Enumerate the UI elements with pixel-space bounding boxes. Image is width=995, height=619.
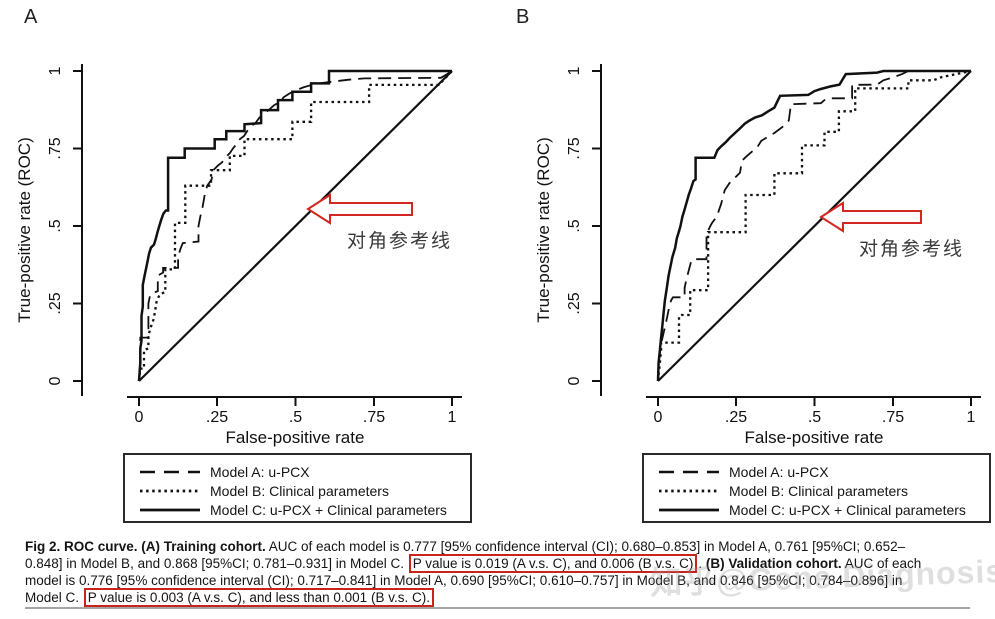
x-tick-100: 1 [967, 409, 976, 426]
y-axis-title: True-positive rate (ROC) [534, 137, 553, 322]
x-tick-25: .25 [206, 409, 228, 426]
diagonal-annotation-label: 对角参考线 [347, 230, 452, 252]
panel-a-label: A [24, 6, 38, 28]
y-tick-0: 0 [566, 376, 583, 385]
legend-item-label: Model C: u-PCX + Clinical parameters [210, 501, 447, 518]
caption-line: Fig 2. ROC curve. (A) Training cohort. A… [25, 539, 906, 554]
roc-curve-model-b [656, 69, 972, 382]
left-arrow-icon [306, 193, 413, 225]
figure-caption: Fig 2. ROC curve. (A) Training cohort. A… [25, 538, 975, 607]
roc-curve-model-c [137, 69, 452, 382]
x-tick-0: 0 [654, 409, 663, 426]
caption-line: model is 0.776 [95% confidence interval … [25, 573, 903, 588]
legend-item: Model B: Clinical parameters [139, 481, 470, 500]
roc-curve-model-a [138, 70, 453, 382]
legend-box-training: Model A: u-PCX Model B: Clinical paramet… [123, 453, 472, 523]
y-tick-25: .25 [47, 292, 64, 314]
legend-box-validation: Model A: u-PCX Model B: Clinical paramet… [642, 453, 991, 523]
left-arrow-icon [819, 201, 922, 233]
caption-subtitle: (B) Validation cohort. [705, 556, 842, 571]
x-tick-75: .75 [882, 409, 904, 426]
x-tick-25: .25 [725, 409, 747, 426]
dotted-line-icon [659, 489, 719, 492]
panel-b-label: B [516, 6, 530, 28]
p-value-highlight-box: P value is 0.003 (A v.s. C), and less th… [83, 588, 434, 607]
dotted-line-icon [140, 489, 200, 492]
long-dash-line-icon [659, 470, 719, 473]
y-tick-50: .5 [566, 219, 583, 232]
roc-panel-training: 0 .25 .5 .75 1 True-positive rate (ROC) … [0, 0, 480, 530]
roc-plot-training: 0 .25 .5 .75 1 True-positive rate (ROC) … [15, 64, 462, 447]
y-tick-0: 0 [47, 376, 64, 385]
y-tick-100: 1 [566, 66, 583, 75]
roc-plot-validation: 0 .25 .5 .75 1 True-positive rate (ROC) … [534, 64, 981, 447]
legend-item: Model C: u-PCX + Clinical parameters [658, 500, 989, 519]
y-tick-75: .75 [47, 137, 64, 159]
x-tick-75: .75 [363, 409, 385, 426]
x-tick-50: .5 [808, 409, 821, 426]
caption-line: Model C. P value is 0.003 (A v.s. C), an… [25, 588, 975, 607]
roc-curve-model-c [656, 69, 971, 382]
x-tick-50: .5 [289, 409, 302, 426]
legend-item: Model B: Clinical parameters [658, 481, 989, 500]
legend-item: Model A: u-PCX [139, 462, 470, 481]
x-axis-title: False-positive rate [745, 428, 884, 447]
bottom-divider [25, 607, 970, 609]
x-tick-0: 0 [135, 409, 144, 426]
roc-panel-validation: 0 .25 .5 .75 1 True-positive rate (ROC) … [519, 0, 995, 530]
y-tick-100: 1 [47, 66, 64, 75]
y-axis-title: True-positive rate (ROC) [15, 137, 34, 322]
roc-curve-model-a [657, 70, 971, 382]
diagonal-annotation-label: 对角参考线 [859, 238, 964, 260]
y-tick-25: .25 [566, 292, 583, 314]
caption-title: Fig 2. ROC curve. (A) Training cohort. [25, 539, 266, 554]
solid-line-icon [140, 508, 200, 511]
x-axis-title: False-positive rate [226, 428, 365, 447]
caption-line: 0.848] in Model B, and 0.868 [95%CI; 0.7… [25, 554, 922, 573]
legend-item-label: Model C: u-PCX + Clinical parameters [729, 501, 966, 518]
diagonal-reference-line [138, 70, 453, 382]
legend-item-label: Model A: u-PCX [729, 463, 829, 480]
diagonal-reference-line [657, 70, 972, 382]
long-dash-line-icon [140, 470, 200, 473]
legend-item-label: Model B: Clinical parameters [210, 482, 389, 499]
legend-item: Model A: u-PCX [658, 462, 989, 481]
y-tick-75: .75 [566, 137, 583, 159]
legend-item-label: Model B: Clinical parameters [729, 482, 908, 499]
y-tick-50: .5 [47, 219, 64, 232]
legend-item-label: Model A: u-PCX [210, 463, 310, 480]
legend-item: Model C: u-PCX + Clinical parameters [139, 500, 470, 519]
x-tick-100: 1 [448, 409, 457, 426]
solid-line-icon [659, 508, 719, 511]
roc-curve-model-b [137, 70, 453, 382]
p-value-highlight-box: P value is 0.019 (A v.s. C), and 0.006 (… [408, 554, 698, 573]
